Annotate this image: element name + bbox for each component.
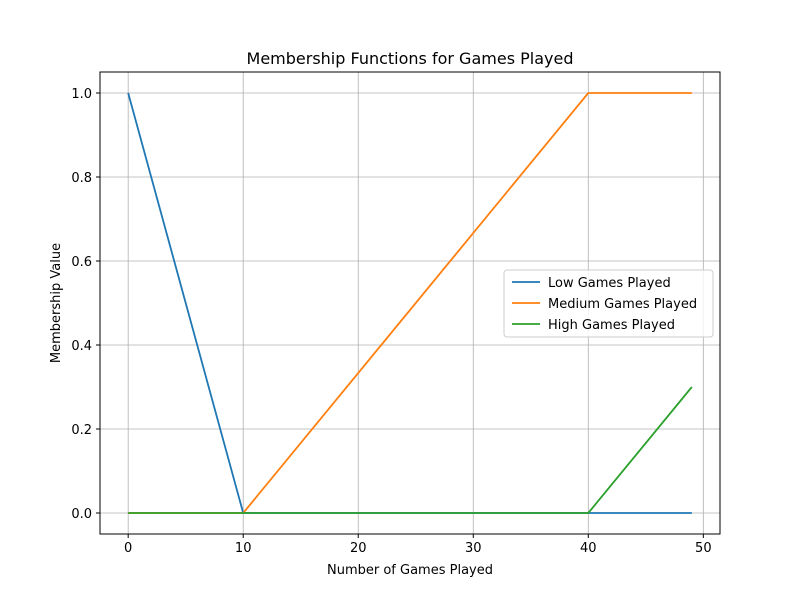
chart-title: Membership Functions for Games Played	[247, 49, 574, 68]
legend-label-1: Medium Games Played	[548, 297, 697, 312]
x-tick-label: 50	[695, 541, 712, 556]
legend: Low Games Played Medium Games Played High …	[503, 269, 714, 338]
y-tick-label: 0.6	[71, 255, 92, 270]
legend-label-0: Low Games Played	[548, 276, 671, 291]
x-tick-label: 30	[465, 541, 482, 556]
x-tick-label: 40	[580, 541, 597, 556]
legend-label-2: High Games Played	[548, 318, 675, 333]
y-tick-label: 1.0	[71, 87, 92, 102]
y-tick-label: 0.8	[71, 171, 92, 186]
x-tick-label: 0	[124, 541, 132, 556]
ticks-layer: 0 10 20 30 40 50 0.0 0.2 0.4 0.6 0.8 1.0	[71, 87, 711, 556]
y-tick-label: 0.4	[71, 339, 92, 354]
legend-box	[503, 269, 714, 338]
y-tick-label: 0.2	[71, 423, 92, 438]
series-line-2	[128, 386, 693, 514]
plot-frame	[99, 71, 721, 535]
x-tick-label: 10	[235, 541, 252, 556]
series-layer	[127, 92, 693, 514]
y-tick-label: 0.0	[71, 507, 92, 522]
y-axis-label: Membership Value	[49, 243, 64, 363]
x-axis-label: Number of Games Played	[327, 563, 493, 578]
x-tick-label: 20	[350, 541, 367, 556]
